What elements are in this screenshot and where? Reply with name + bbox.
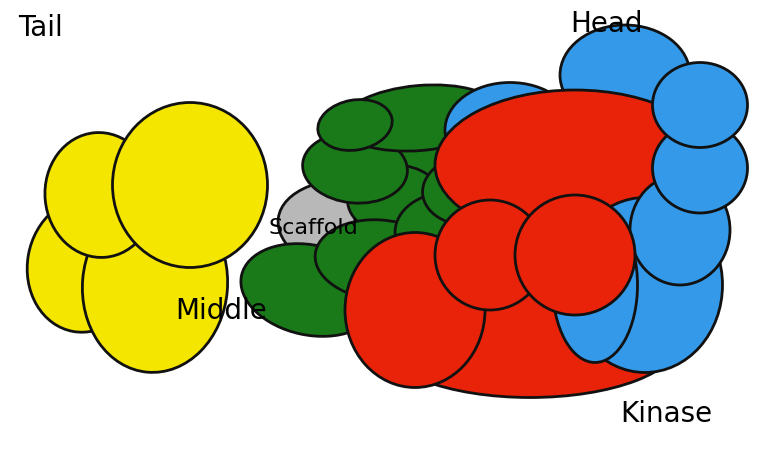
Ellipse shape (303, 133, 407, 203)
Ellipse shape (475, 163, 645, 308)
Ellipse shape (395, 192, 495, 267)
Ellipse shape (552, 207, 637, 362)
Ellipse shape (445, 82, 575, 178)
Text: Head: Head (570, 10, 643, 38)
Ellipse shape (345, 233, 485, 387)
Ellipse shape (380, 283, 680, 398)
Ellipse shape (27, 198, 143, 332)
Ellipse shape (45, 132, 155, 257)
Ellipse shape (278, 179, 452, 281)
Ellipse shape (318, 99, 392, 151)
Ellipse shape (347, 165, 442, 235)
Ellipse shape (568, 197, 723, 372)
Ellipse shape (241, 244, 379, 336)
Ellipse shape (630, 175, 730, 285)
Ellipse shape (422, 155, 518, 225)
Text: Tail: Tail (18, 14, 63, 42)
Ellipse shape (315, 220, 445, 300)
Ellipse shape (528, 90, 673, 190)
Text: Middle: Middle (175, 297, 266, 325)
Ellipse shape (340, 85, 500, 151)
Ellipse shape (370, 118, 490, 182)
Ellipse shape (560, 25, 690, 125)
Ellipse shape (653, 62, 747, 147)
Ellipse shape (82, 197, 227, 372)
Ellipse shape (112, 103, 267, 267)
Ellipse shape (653, 123, 747, 213)
Ellipse shape (435, 200, 545, 310)
Text: Kinase: Kinase (620, 400, 712, 428)
Text: Scaffold: Scaffold (268, 218, 358, 238)
Ellipse shape (435, 90, 715, 240)
Ellipse shape (515, 195, 635, 315)
